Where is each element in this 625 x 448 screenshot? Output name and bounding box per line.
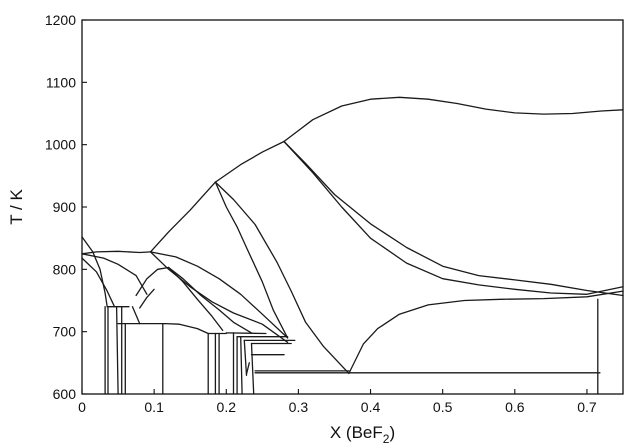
phase-boundary-31 [245,362,250,375]
y-axis-ticks: 600 700 800 900 1000 1100 1200 [45,12,87,402]
phase-boundary-3 [214,140,285,183]
x-axis-label-main: X (BeF [330,423,383,442]
phase-boundary-1 [283,96,624,143]
x-axis-label: X (BeF2) [330,423,395,446]
phase-boundary-lines [81,96,624,395]
phase-boundary-16 [167,266,253,334]
x-tick-label: 0.7 [577,399,597,415]
phase-boundary-18 [139,288,155,309]
x-tick-label: 0.5 [433,399,453,415]
phase-boundary-8 [348,290,624,375]
phase-boundary-22 [164,322,209,335]
phase-boundary-15 [135,266,170,297]
phase-boundary-24 [225,332,267,335]
y-tick-label: 1200 [45,12,76,28]
x-axis-ticks: 0 0.1 0.2 0.3 0.4 0.5 0.6 0.7 [78,389,597,415]
phase-boundary-45 [250,342,255,395]
y-tick-label: 1100 [46,74,76,90]
phase-boundary-14 [149,251,289,339]
y-tick-label: 900 [53,199,77,215]
y-tick-label: 1000 [45,137,76,153]
x-tick-label: 0.3 [289,399,309,415]
phase-boundary-13 [149,251,289,343]
phase-boundary-19 [131,306,141,325]
phase-boundary-5 [283,140,624,295]
x-tick-label: 0.2 [217,399,237,415]
x-tick-label: 0.6 [505,399,525,415]
phase-boundary-7 [214,181,289,339]
phase-boundary-34 [115,306,119,395]
phase-boundary-17 [167,266,224,332]
y-tick-label: 800 [53,261,77,277]
x-axis-label-subscript: 2 [383,432,390,446]
phase-boundary-4 [283,140,624,297]
y-axis-label: T / K [7,189,26,225]
phase-boundary-43 [240,336,243,395]
x-tick-label: 0.1 [144,399,164,415]
phase-boundary-10 [81,253,148,295]
x-tick-label: 0.4 [361,399,381,415]
phase-boundary-11 [81,236,108,308]
x-tick-label: 0 [78,399,86,415]
phase-boundary-2 [149,181,217,253]
y-tick-label: 700 [53,324,77,340]
y-tick-label: 600 [53,386,77,402]
x-axis-label-suffix: ) [389,423,395,442]
phase-boundary-6 [214,181,350,375]
phase-boundary-9 [81,250,152,255]
phase-boundary-44 [243,339,248,376]
phase-boundary-12 [81,257,116,308]
